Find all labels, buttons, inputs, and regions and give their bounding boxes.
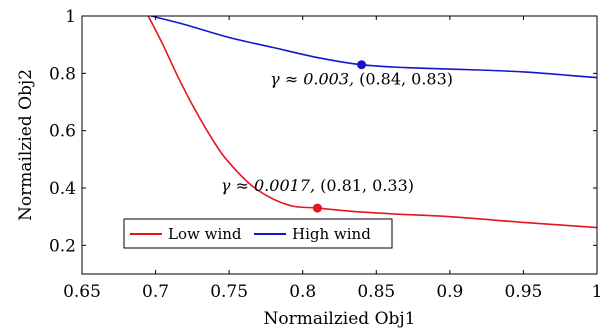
y-tick-label-1: 0.4: [49, 179, 76, 199]
highlight-point-low-wind: [312, 203, 322, 213]
annotation-high-wind: γ ≈ 0.003, (0.84, 0.83): [270, 70, 453, 89]
annotation-low-wind: γ ≈ 0.0017, (0.81, 0.33): [221, 176, 414, 195]
x-tick-label-1: 0.7: [142, 282, 169, 302]
x-tick-label-0: 0.65: [63, 282, 101, 302]
plot-frame: [81, 15, 598, 275]
y-tick-label-0: 0.2: [49, 236, 76, 256]
x-axis-label: Normailzied Obj1: [263, 309, 415, 329]
x-tick-label-3: 0.8: [289, 282, 316, 302]
y-tick-label-3: 0.8: [49, 64, 76, 84]
y-axis-label: Normailzied Obj2: [16, 69, 36, 221]
x-tick-label-7: 1: [592, 282, 603, 302]
legend: Low wind High wind: [123, 218, 393, 249]
legend-label-high-wind: High wind: [292, 225, 371, 243]
annotation-point-low-wind: (0.81, 0.33): [320, 176, 414, 195]
highlight-point-high-wind: [357, 60, 367, 70]
series-line-high-wind: [150, 15, 598, 79]
x-tick-label-4: 0.85: [357, 282, 395, 302]
annotation-gamma-high-wind: γ ≈ 0.003,: [270, 70, 354, 89]
y-tick-label-2: 0.6: [49, 122, 76, 142]
x-tick-label-6: 0.95: [504, 282, 542, 302]
tick-layer: 0.65 0.7 0.75 0.8 0.85 0.9 0.95 1 0.2 0.4 0.6 0.8 1: [49, 7, 602, 302]
annotation-point-high-wind: (0.84, 0.83): [359, 70, 453, 89]
series-line-low-wind: [147, 15, 598, 229]
series-layer: [147, 15, 598, 229]
annotation-layer: γ ≈ 0.0017, (0.81, 0.33) γ ≈ 0.003, (0.84, …: [221, 60, 453, 213]
x-tick-label-2: 0.75: [210, 282, 248, 302]
legend-label-low-wind: Low wind: [168, 225, 242, 243]
y-tick-label-4: 1: [65, 7, 76, 27]
x-tick-label-5: 0.9: [436, 282, 463, 302]
annotation-gamma-low-wind: γ ≈ 0.0017,: [221, 176, 315, 195]
